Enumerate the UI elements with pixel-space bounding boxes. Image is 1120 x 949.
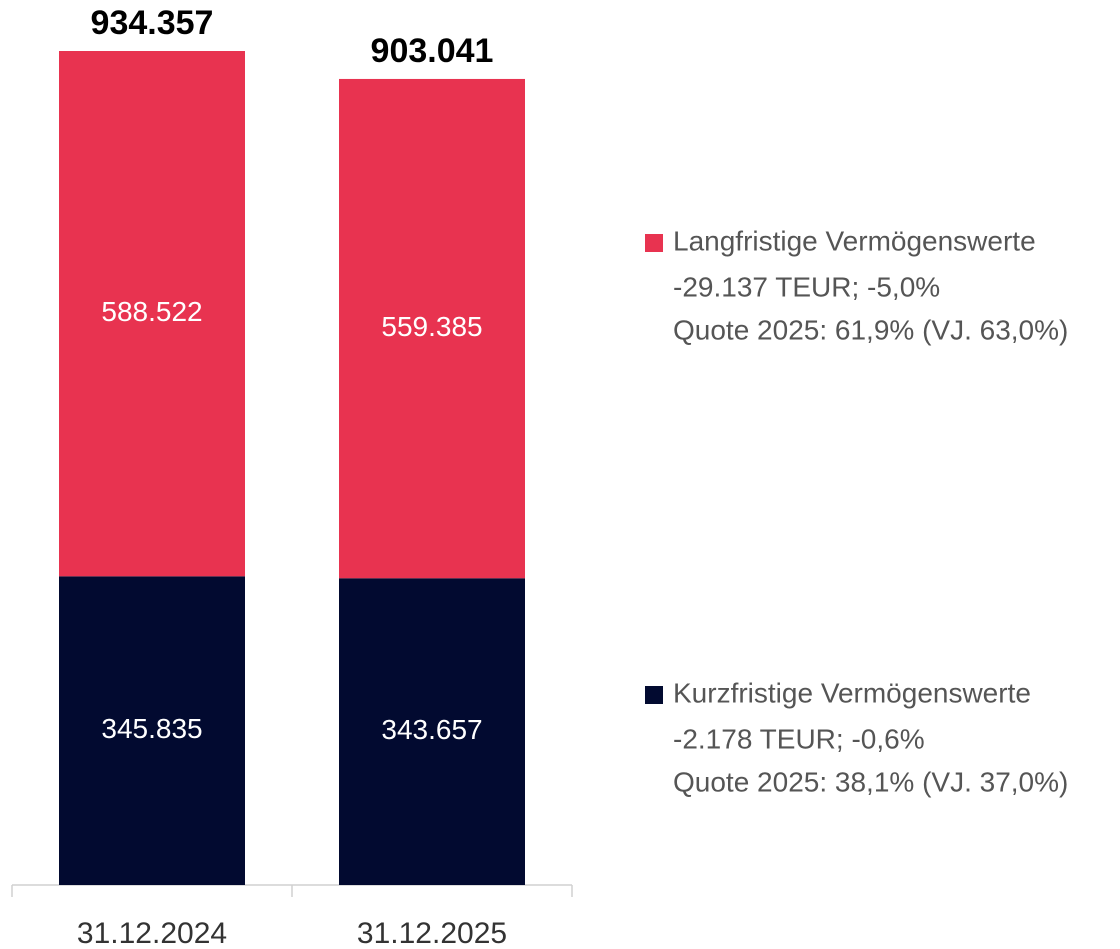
legend-label: Kurzfristige Vermögenswerte: [673, 677, 1031, 708]
legend-swatch: [645, 686, 663, 704]
bar-segment: [339, 578, 525, 885]
legend-detail: Quote 2025: 61,9% (VJ. 63,0%): [673, 314, 1068, 345]
bar-segment: [339, 78, 525, 579]
bar-segment: [59, 576, 245, 885]
value-label: 345.835: [101, 713, 202, 744]
legend-detail: Quote 2025: 38,1% (VJ. 37,0%): [673, 766, 1068, 797]
value-label: 343.657: [381, 714, 482, 745]
bar-segment: [59, 51, 245, 577]
legend-detail: -2.178 TEUR; -0,6%: [673, 723, 925, 754]
x-tick-label: 31.12.2025: [357, 917, 507, 949]
legend-label: Langfristige Vermögenswerte: [673, 225, 1036, 256]
total-label: 903.041: [371, 32, 494, 70]
x-tick-label: 31.12.2024: [77, 917, 227, 949]
legend-detail: -29.137 TEUR; -5,0%: [673, 271, 940, 302]
legend-swatch: [645, 234, 663, 252]
value-label: 559.385: [381, 311, 482, 342]
total-label: 934.357: [91, 4, 214, 42]
value-label: 588.522: [101, 296, 202, 327]
